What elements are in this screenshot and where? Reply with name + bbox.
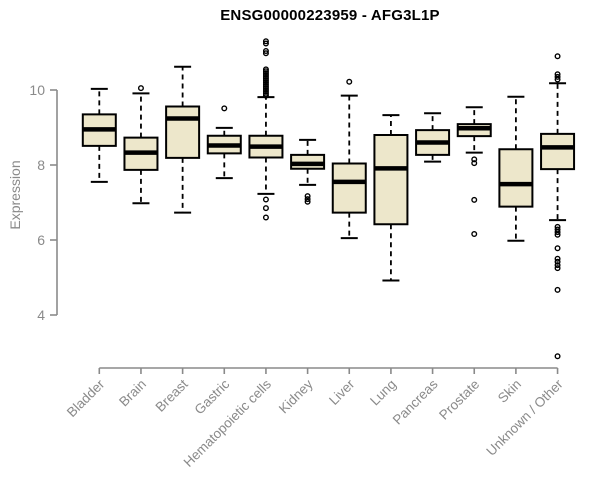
outlier-point [262, 92, 269, 99]
outlier-point [262, 38, 269, 45]
outlier-point [554, 245, 561, 252]
box-prostate [456, 106, 492, 237]
iqr-box [373, 134, 409, 226]
box-liver [331, 78, 367, 240]
outlier-point [221, 105, 228, 112]
x-category-label: Pancreas [390, 376, 441, 427]
outlier-point [262, 214, 269, 221]
box-skin [498, 95, 534, 242]
x-category-label: Kidney [276, 376, 316, 416]
box-kidney [290, 138, 326, 205]
outlier-point [304, 198, 311, 205]
iqr-box [331, 162, 367, 214]
box-pancreas [415, 112, 451, 163]
outlier-point [262, 196, 269, 203]
x-category-label: Brain [116, 377, 149, 410]
outlier-point [554, 258, 561, 265]
outlier-point [554, 262, 561, 269]
outlier-point [471, 230, 478, 237]
outlier-point [304, 193, 311, 200]
box-bladder [81, 87, 117, 183]
box-gastric [206, 105, 242, 180]
outlier-point [262, 48, 269, 55]
y-tick-label: 6 [37, 232, 45, 248]
outlier-point [554, 286, 561, 293]
outlier-point [554, 265, 561, 272]
box-brain [123, 85, 159, 205]
x-category-label: Prostate [436, 377, 482, 423]
x-category-label: Bladder [64, 376, 108, 420]
box-lung [373, 114, 409, 282]
outlier-point [554, 353, 561, 360]
x-category-label: Unknown / Other [483, 376, 566, 459]
box-breast [165, 65, 201, 214]
outlier-point [262, 50, 269, 57]
x-category-label: Gastric [192, 376, 233, 417]
outlier-point [262, 40, 269, 47]
iqr-box [498, 148, 534, 208]
x-category-label: Breast [153, 376, 191, 414]
outlier-point [471, 160, 478, 167]
box-unknown-other [540, 53, 576, 360]
outlier-point [137, 85, 144, 92]
outlier-point [554, 229, 561, 236]
outlier-point [554, 53, 561, 60]
y-tick-label: 10 [29, 82, 45, 98]
box-hematopoietic-cells [248, 38, 284, 221]
outlier-point [554, 255, 561, 262]
x-category-label: Skin [495, 377, 524, 406]
y-tick-label: 8 [37, 157, 45, 173]
outlier-point [554, 76, 561, 83]
outlier-point [554, 231, 561, 238]
outlier-point [554, 73, 561, 80]
x-category-label: Lung [367, 377, 399, 409]
outlier-point [346, 78, 353, 85]
x-category-label: Liver [326, 376, 358, 408]
iqr-box [540, 132, 576, 171]
iqr-box [165, 105, 201, 159]
outlier-point [471, 196, 478, 203]
outlier-point [304, 196, 311, 203]
outlier-point [262, 205, 269, 212]
y-tick-label: 4 [37, 307, 45, 323]
chart-title: ENSG00000223959 - AFG3L1P [220, 7, 440, 24]
outlier-point [471, 156, 478, 163]
